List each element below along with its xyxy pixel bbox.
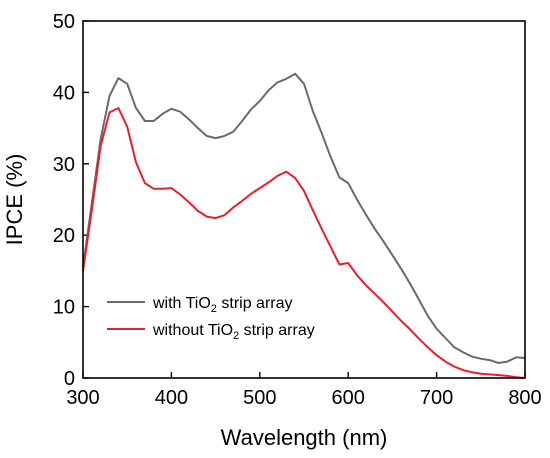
- plot-frame: [82, 20, 526, 379]
- y-tick-label: 50: [53, 11, 75, 33]
- series-layer: [82, 72, 526, 379]
- legend-label-1: with TiO2 strip array: [152, 295, 293, 315]
- y-tick-label: 0: [64, 368, 75, 390]
- y-tick-label: 30: [53, 154, 75, 176]
- x-tick-label: 700: [420, 387, 453, 409]
- axis-ticks: 300 400 500 600 700 800 0 10 20 30 40 50: [53, 11, 542, 409]
- y-tick-label: 20: [53, 225, 75, 247]
- x-tick-label: 300: [66, 387, 99, 409]
- x-tick-label: 400: [155, 387, 188, 409]
- y-tick-label: 10: [53, 297, 75, 319]
- y-axis-title: IPCE (%): [2, 154, 27, 246]
- x-tick-label: 600: [332, 387, 365, 409]
- x-tick-label: 500: [243, 387, 276, 409]
- legend: with TiO2 strip array without TiO2 strip …: [107, 295, 315, 342]
- x-axis-title: Wavelength (nm): [221, 425, 388, 450]
- legend-label-2: without TiO2 strip array: [152, 322, 315, 342]
- series-line-2: [82, 107, 526, 379]
- x-tick-label: 800: [508, 387, 541, 409]
- series-line-1: [82, 72, 526, 364]
- y-tick-label: 40: [53, 82, 75, 104]
